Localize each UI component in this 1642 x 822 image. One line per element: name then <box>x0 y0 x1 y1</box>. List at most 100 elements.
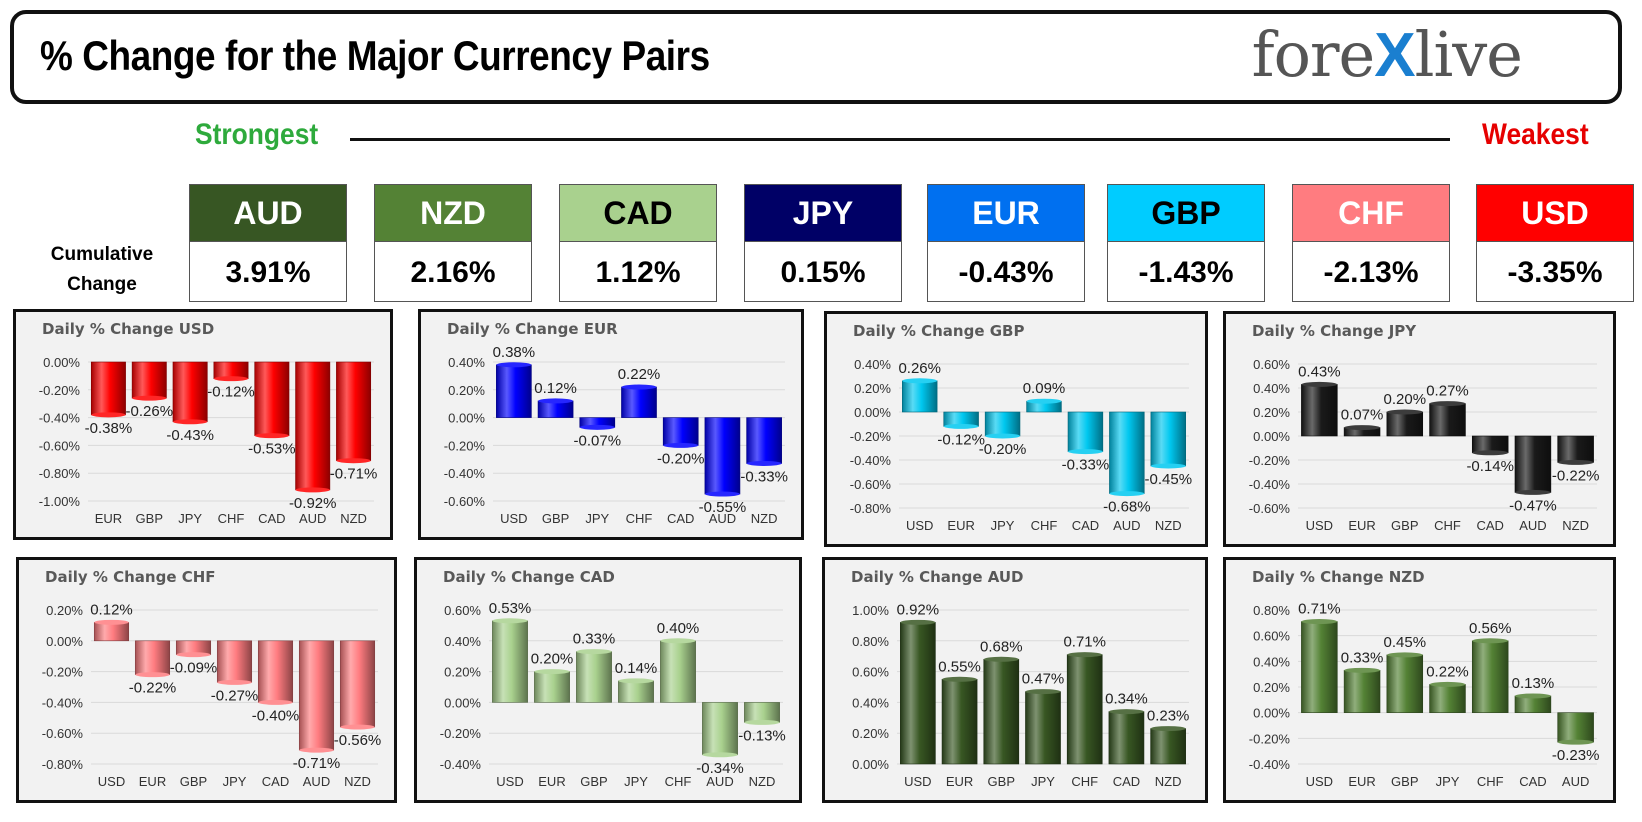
x-tick-label: CAD <box>1519 774 1546 789</box>
page-title: % Change for the Major Currency Pairs <box>40 32 710 79</box>
chart-aud: 1.00% 0.80% 0.60% 0.40% 0.20% 0.00% 0.92% USD 0.… <box>852 601 1189 789</box>
y-tick-label: -0.20% <box>440 726 482 741</box>
bar-jpy <box>618 680 654 703</box>
currency-box-chf: CHF -2.13% <box>1292 184 1450 302</box>
bar-cap <box>744 719 780 725</box>
bar-cap <box>295 487 330 493</box>
header-banner: % Change for the Major Currency Pairs fo… <box>10 10 1622 104</box>
bar-chf <box>213 361 249 379</box>
bar-chf <box>1066 654 1103 765</box>
bar-cap <box>576 649 612 655</box>
bar-jpy <box>1429 684 1466 713</box>
forexlive-logo: foreXlive <box>1252 18 1523 91</box>
chart-cad: 0.60% 0.40% 0.20% 0.00% -0.20% -0.40% 0.53% USD… <box>440 600 786 789</box>
currency-code: CAD <box>560 185 716 242</box>
y-tick-label: 1.00% <box>852 603 889 618</box>
y-tick-label: 0.80% <box>1253 603 1290 618</box>
y-tick-label: 0.20% <box>1253 680 1290 695</box>
y-tick-label: 0.40% <box>444 634 481 649</box>
y-tick-label: -0.20% <box>444 438 486 453</box>
bar-cap <box>213 376 249 382</box>
bar-cap <box>702 752 738 758</box>
bar-cad <box>1514 695 1552 713</box>
x-tick-label: EUR <box>1348 774 1375 789</box>
bar-cap <box>985 433 1020 439</box>
cumulative-label-line2: Change <box>67 274 137 295</box>
y-tick-label: 0.20% <box>444 665 481 680</box>
data-label: -0.33% <box>740 468 788 485</box>
currency-code: NZD <box>375 185 531 242</box>
bar-eur <box>1343 670 1381 713</box>
data-label: -0.33% <box>1062 457 1110 474</box>
bar-nzd <box>339 640 376 728</box>
y-tick-label: 0.40% <box>448 355 485 370</box>
bar-gbp <box>131 361 167 399</box>
chart-title: Daily % Change JPY <box>1252 322 1417 340</box>
chart-chf: 0.20% 0.00% -0.20% -0.40% -0.60% -0.80% 0.12% U… <box>42 601 381 789</box>
y-tick-label: 0.00% <box>46 634 83 649</box>
bar-cap <box>135 672 170 678</box>
data-label: -0.20% <box>979 441 1027 458</box>
y-tick-label: -0.40% <box>444 466 486 481</box>
bar-cap <box>1386 652 1423 658</box>
data-label: 0.07% <box>1341 407 1384 424</box>
bar-cap <box>1344 425 1381 431</box>
currency-box-aud: AUD 3.91% <box>189 184 347 302</box>
y-tick-label: 0.60% <box>1253 357 1290 372</box>
cumulative-change-label: Cumulative Change <box>42 240 162 300</box>
bar-cap <box>902 378 938 384</box>
bar-gbp <box>1386 654 1424 713</box>
y-tick-label: 0.00% <box>852 757 889 772</box>
currency-code: CHF <box>1293 185 1449 242</box>
y-tick-label: 0.40% <box>1253 654 1290 669</box>
x-tick-label: EUR <box>947 518 974 533</box>
x-tick-label: CAD <box>667 511 694 526</box>
data-label: 0.45% <box>1384 634 1427 651</box>
currency-box-gbp: GBP -1.43% <box>1107 184 1265 302</box>
y-tick-label: 0.20% <box>1253 405 1290 420</box>
bar-nzd <box>1150 411 1186 467</box>
bar-cad <box>662 417 699 446</box>
chart-title: Daily % Change EUR <box>447 320 618 338</box>
x-tick-label: AUD <box>1562 774 1589 789</box>
bar-cap <box>1429 401 1466 407</box>
chart-panel-aud: Daily % Change AUD 1.00% 0.80% 0.60% 0.40% 0… <box>822 557 1208 803</box>
y-tick-label: -0.80% <box>850 501 892 516</box>
data-label: 0.40% <box>657 620 700 637</box>
bar-cap <box>983 656 1019 662</box>
bar-cap <box>663 442 699 448</box>
y-tick-label: -0.80% <box>39 466 81 481</box>
x-tick-label: NZD <box>340 511 367 526</box>
x-tick-label: USD <box>904 774 931 789</box>
x-tick-label: AUD <box>1519 518 1546 533</box>
x-tick-label: JPY <box>223 774 247 789</box>
x-tick-label: CAD <box>1476 518 1503 533</box>
x-tick-label: NZD <box>749 774 776 789</box>
currency-cumulative-value: -3.35% <box>1507 255 1603 289</box>
bar-nzd <box>1557 435 1594 463</box>
data-label: 0.20% <box>1384 391 1427 408</box>
data-label: 0.71% <box>1063 634 1106 651</box>
data-label: 0.12% <box>534 380 577 397</box>
bar-cap <box>176 652 211 658</box>
bar-cap <box>1344 667 1381 673</box>
data-label: 0.92% <box>897 601 940 618</box>
x-tick-label: AUD <box>1113 518 1140 533</box>
strength-scale-line <box>350 138 1450 141</box>
logo-text-right: live <box>1414 18 1523 91</box>
bar-cap <box>943 423 979 429</box>
x-tick-label: NZD <box>344 774 371 789</box>
currency-cumulative-value: 1.12% <box>595 255 681 289</box>
data-label: 0.68% <box>980 638 1023 655</box>
bar-eur <box>534 671 570 703</box>
y-tick-label: 0.20% <box>854 381 891 396</box>
data-label: 0.43% <box>1298 363 1341 380</box>
bar-cap <box>1514 489 1551 495</box>
bar-cap <box>254 433 290 439</box>
data-label: -0.26% <box>126 403 174 420</box>
x-tick-label: GBP <box>180 774 207 789</box>
y-tick-label: 0.00% <box>448 411 485 426</box>
bar-cap <box>1386 409 1423 415</box>
bar-cap <box>942 676 978 682</box>
data-label: -0.22% <box>1552 467 1600 484</box>
